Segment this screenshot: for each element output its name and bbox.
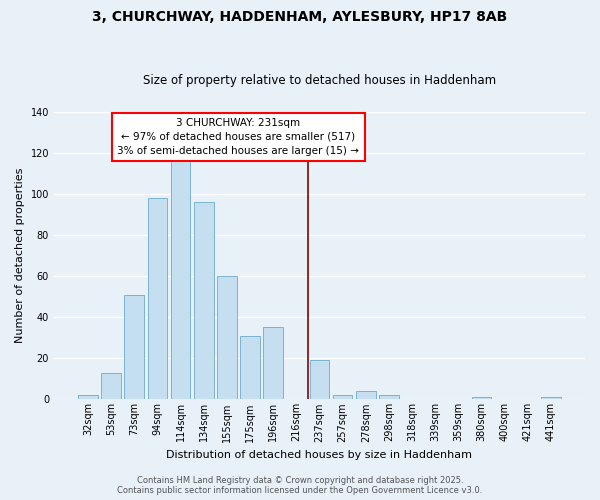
Bar xyxy=(472,398,491,400)
Bar xyxy=(240,336,260,400)
Bar xyxy=(148,198,167,400)
Bar xyxy=(78,396,98,400)
Text: Contains HM Land Registry data © Crown copyright and database right 2025.
Contai: Contains HM Land Registry data © Crown c… xyxy=(118,476,482,495)
Bar xyxy=(310,360,329,400)
Bar xyxy=(170,157,190,400)
Bar xyxy=(541,398,561,400)
X-axis label: Distribution of detached houses by size in Haddenham: Distribution of detached houses by size … xyxy=(166,450,472,460)
Bar xyxy=(217,276,236,400)
Bar xyxy=(356,391,376,400)
Bar xyxy=(194,202,214,400)
Title: Size of property relative to detached houses in Haddenham: Size of property relative to detached ho… xyxy=(143,74,496,87)
Bar xyxy=(101,372,121,400)
Bar xyxy=(379,396,399,400)
Text: 3 CHURCHWAY: 231sqm
← 97% of detached houses are smaller (517)
3% of semi-detach: 3 CHURCHWAY: 231sqm ← 97% of detached ho… xyxy=(118,118,359,156)
Y-axis label: Number of detached properties: Number of detached properties xyxy=(15,168,25,344)
Bar xyxy=(263,328,283,400)
Bar xyxy=(124,294,144,400)
Text: 3, CHURCHWAY, HADDENHAM, AYLESBURY, HP17 8AB: 3, CHURCHWAY, HADDENHAM, AYLESBURY, HP17… xyxy=(92,10,508,24)
Bar xyxy=(333,396,352,400)
